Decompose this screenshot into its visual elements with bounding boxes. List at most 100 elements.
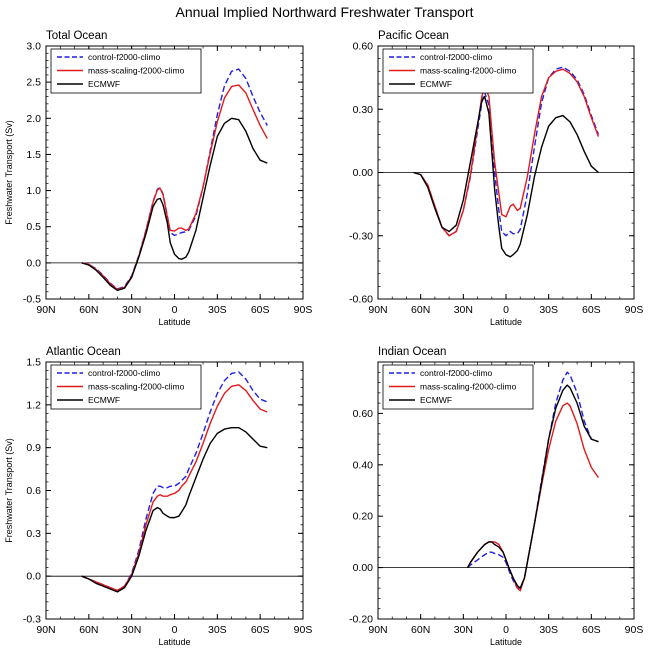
chart-panel: Total Ocean -0.5 0.0 0.5 1.0 1.5 2.0 2.5 3.0 90N 6… [4,30,312,327]
y-tick-label: 0.9 [26,442,41,454]
series-lines [81,371,268,593]
x-tick-label: 60N [411,304,430,316]
legend-label: ECMWF [420,79,452,89]
x-tick-label: 90S [625,624,644,636]
x-tick-label: 60S [582,624,601,636]
y-tick-label: 0.40 [353,459,374,471]
chart-panel: Atlantic Ocean -0.3 0.0 0.3 0.6 0.9 1.2 1.5 90N 6… [4,346,312,647]
y-tick-label: 3.0 [26,41,41,53]
series-line-mass-scaling [466,402,600,592]
x-tick-label: 90S [294,304,313,316]
y-tick-label: -0.60 [349,294,373,306]
panel-title: Total Ocean [46,30,107,42]
x-tick-label: 90N [368,624,387,636]
x-tick-label: 30S [539,624,558,636]
x-tick-label: 60N [79,304,98,316]
legend-label: mass-scaling-f2000-climo [88,382,185,392]
y-tick-label: 0.6 [26,485,41,497]
panel-title: Pacific Ocean [378,30,449,42]
x-tick-label: 0 [503,624,509,636]
series-line-mass-scaling [81,384,268,592]
x-tick-label: 30N [122,624,141,636]
x-axis-label: Latitude [490,637,522,647]
series-line-mass-scaling [81,84,268,291]
series-line-ecmwf [81,426,268,593]
chart-panel: Pacific Ocean -0.60 -0.30 0.00 0.30 0.60 90N 60… [349,30,643,327]
legend-label: mass-scaling-f2000-climo [88,66,185,76]
y-tick-label: 0.60 [353,408,374,420]
legend-label: control-f2000-climo [88,368,161,378]
x-tick-label: 90N [36,304,55,316]
series-line-ecmwf [81,117,268,292]
series-lines [466,371,600,592]
y-axis-label: Freshwater Transport (Sv) [4,120,14,225]
legend-label: mass-scaling-f2000-climo [420,382,517,392]
y-tick-label: 0.5 [26,221,41,233]
series-lines [81,68,268,292]
x-tick-label: 60N [411,624,430,636]
panel-title: Atlantic Ocean [46,346,121,358]
y-tick-label: 1.5 [26,357,41,369]
x-tick-label: 0 [172,624,178,636]
y-tick-label: -0.5 [23,294,41,306]
legend-label: control-f2000-climo [420,52,493,62]
y-tick-label: -0.3 [23,614,41,626]
x-tick-label: 30S [208,624,227,636]
legend-label: ECMWF [88,79,120,89]
legend-label: control-f2000-climo [420,368,493,378]
y-tick-label: 0.0 [26,571,41,583]
y-axis-label: Freshwater Transport (Sv) [4,438,14,543]
legend: control-f2000-climo mass-scaling-f2000-cl… [50,48,202,94]
x-tick-label: 60S [251,624,270,636]
y-tick-label: 2.5 [26,77,41,89]
series-line-control [413,66,600,237]
y-tick-label: -0.30 [349,230,373,242]
x-tick-label: 0 [172,304,178,316]
x-tick-label: 90N [36,624,55,636]
x-tick-label: 0 [503,304,509,316]
y-tick-label: 0.0 [26,257,41,269]
x-tick-label: 30N [454,624,473,636]
x-tick-label: 90N [368,304,387,316]
series-line-control [81,68,268,290]
x-tick-label: 30N [454,304,473,316]
y-tick-label: 0.30 [353,104,374,116]
x-tick-label: 30N [122,304,141,316]
y-tick-label: 1.0 [26,185,41,197]
series-lines [413,66,600,258]
y-tick-label: 0.20 [353,511,374,523]
chart-panel: Indian Ocean -0.20 0.00 0.20 0.40 0.60 90N 60N 3… [349,346,643,647]
y-tick-label: 1.5 [26,149,41,161]
series-line-mass-scaling [413,68,600,237]
y-tick-label: -0.20 [349,614,373,626]
y-tick-label: 2.0 [26,113,41,125]
figure-title: Annual Implied Northward Freshwater Tran… [175,4,473,20]
x-axis-label: Latitude [490,317,522,327]
x-tick-label: 90S [294,624,313,636]
y-tick-label: 0.00 [353,167,374,179]
series-line-ecmwf [413,95,599,258]
legend-label: control-f2000-climo [88,52,161,62]
y-tick-label: 0.00 [353,562,374,574]
x-tick-label: 60S [582,304,601,316]
x-tick-label: 90S [625,304,644,316]
legend: control-f2000-climo mass-scaling-f2000-cl… [382,364,534,410]
legend-label: mass-scaling-f2000-climo [420,66,517,76]
legend: control-f2000-climo mass-scaling-f2000-cl… [382,48,534,94]
legend: control-f2000-climo mass-scaling-f2000-cl… [50,364,202,410]
x-axis-label: Latitude [158,317,190,327]
series-line-control [467,371,599,589]
x-axis-label: Latitude [158,637,190,647]
x-tick-label: 60N [79,624,98,636]
legend-label: ECMWF [88,395,120,405]
legend-label: ECMWF [420,395,452,405]
y-tick-label: 1.2 [26,399,41,411]
x-tick-label: 30S [208,304,227,316]
series-line-ecmwf [466,384,599,589]
x-tick-label: 30S [539,304,558,316]
panel-title: Indian Ocean [378,346,446,358]
x-tick-label: 60S [251,304,270,316]
y-tick-label: 0.60 [353,41,374,53]
panel-grid: Total Ocean -0.5 0.0 0.5 1.0 1.5 2.0 2.5 3.0 90N 6… [4,30,643,647]
